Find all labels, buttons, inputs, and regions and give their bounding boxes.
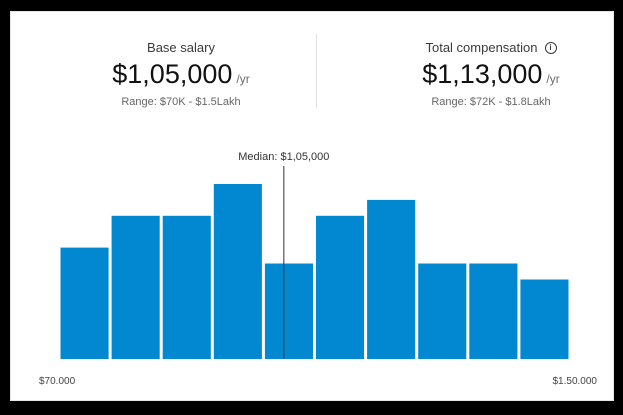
total-compensation-label-text: Total compensation	[425, 40, 538, 55]
base-salary-range: Range: $70K - $1.5Lakh	[121, 96, 241, 108]
histogram-bar[interactable]	[418, 263, 467, 360]
histogram-bar[interactable]	[162, 215, 211, 359]
total-compensation-value: $1,13,000/yr	[376, 59, 606, 94]
x-axis-max-label: $1.50.000	[553, 376, 598, 387]
total-compensation-amount: $1,13,000	[422, 59, 543, 89]
histogram-bar[interactable]	[469, 263, 518, 360]
base-salary-unit: /yr	[236, 72, 250, 86]
total-compensation-range: Range: $72K - $1.8Lakh	[431, 96, 551, 108]
x-axis-min-label: $70.000	[39, 376, 76, 387]
base-salary-label: Base salary	[66, 40, 296, 56]
histogram-bar[interactable]	[367, 199, 416, 359]
base-salary-summary: Base salary $1,05,000/yr Range: $70K - $…	[66, 40, 296, 108]
histogram-bar[interactable]	[111, 215, 160, 359]
histogram-bar[interactable]	[213, 184, 262, 359]
base-salary-value: $1,05,000/yr	[66, 59, 296, 94]
histogram-bar[interactable]	[264, 263, 313, 360]
histogram-bar[interactable]	[520, 279, 569, 360]
salary-distribution-histogram: Median: $1,05,000 $70.000 $1.50.000	[39, 151, 598, 387]
salary-card: Base salary $1,05,000/yr Range: $70K - $…	[10, 11, 614, 401]
histogram-bar[interactable]	[316, 215, 365, 359]
base-salary-amount: $1,05,000	[112, 59, 233, 89]
summary-divider	[316, 34, 317, 108]
total-compensation-label: Total compensation i	[376, 40, 606, 56]
total-compensation-summary: Total compensation i $1,13,000/yr Range:…	[376, 40, 606, 108]
histogram-bars	[60, 184, 569, 360]
total-compensation-unit: /yr	[546, 72, 560, 86]
info-circle-icon[interactable]: i	[544, 42, 557, 54]
histogram-bar[interactable]	[60, 247, 109, 359]
median-label: Median: $1,05,000	[238, 151, 329, 163]
base-salary-label-text: Base salary	[147, 40, 215, 55]
